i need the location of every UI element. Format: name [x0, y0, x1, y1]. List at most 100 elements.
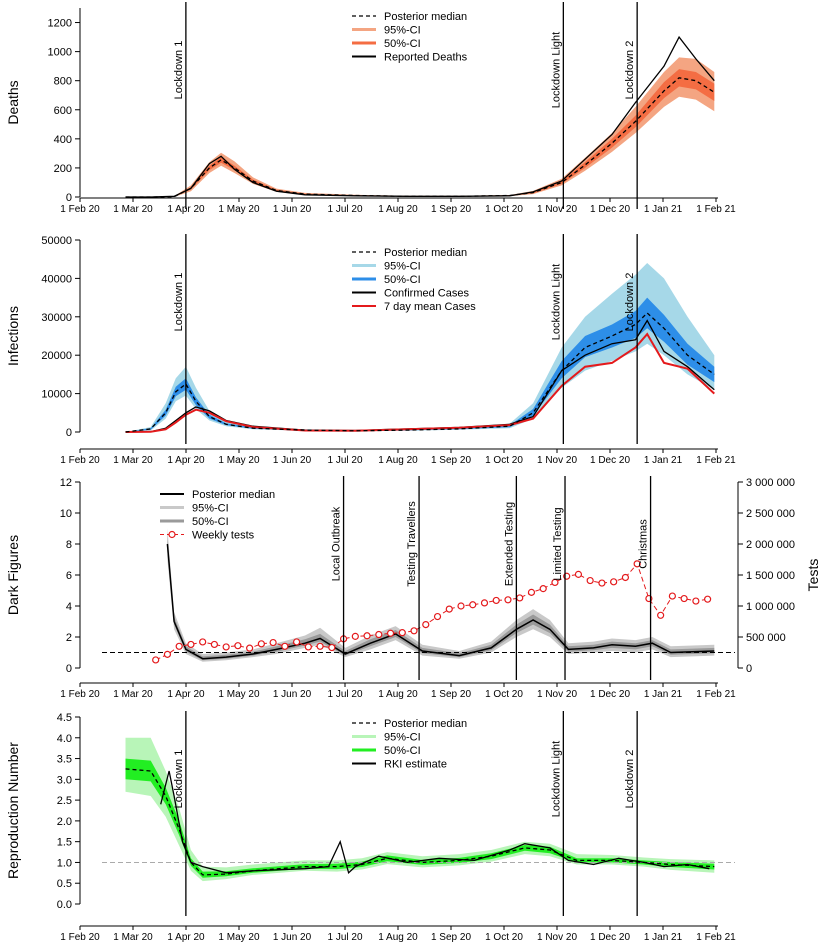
p1-y-tick-label: 0 [66, 192, 72, 204]
p4-event-label: Lockdown 2 [624, 750, 636, 809]
p2-x-tick-label: 1 Sep 20 [431, 455, 471, 466]
p1-event-label: Lockdown 2 [624, 41, 636, 100]
p3-weekly-tests-point [527, 588, 536, 596]
p3-weekly-tests-point [692, 597, 700, 605]
p3-x-tick-label: 1 Mar 20 [113, 689, 153, 700]
p3-y-tick-label: 8 [66, 539, 72, 551]
p3-x-tick-label: 1 Oct 20 [485, 689, 523, 700]
p3-weekly-tests-point [269, 638, 277, 647]
p3-y2-tick-label: 1 000 000 [746, 601, 795, 613]
p3-weekly-tests-point [469, 601, 477, 609]
p3-event-label: Testing Travellers [406, 501, 418, 587]
p3-x-tick-label: 1 Jul 20 [327, 689, 362, 700]
p3-weekly-tests-point [457, 602, 465, 610]
p3-x-tick-label: 1 May 20 [218, 689, 260, 700]
p3-x-tick-label: 1 Apr 20 [167, 689, 205, 700]
p2-x-tick-label: 1 Apr 20 [167, 455, 205, 466]
p3-weekly-tests-point [304, 643, 312, 651]
p3-weekly-tests-point [504, 596, 512, 604]
p1-y-tick-label: 1200 [48, 18, 72, 30]
p1-y-tick-label: 200 [54, 163, 72, 175]
p3-x-tick-label: 1 Feb 20 [60, 689, 100, 700]
p3-y-tick-label: 0 [66, 663, 72, 675]
p3-weekly-tests-point [246, 644, 254, 652]
p3-x-tick-label: 1 Aug 20 [378, 689, 418, 700]
p4-y-tick-label: 2.0 [57, 816, 72, 828]
p2-x-tick-label: 1 Nov 20 [537, 455, 577, 466]
p3-weekly-tests-point [586, 576, 594, 585]
p3-event-label: Extended Testing [503, 502, 515, 586]
p3-legend-label: 95%-CI [192, 503, 229, 515]
p4-x-tick-label: 1 Jul 20 [327, 932, 362, 942]
p3-y2-tick-label: 1 500 000 [746, 570, 795, 582]
p3-weekly-tests-point [680, 594, 688, 603]
p3-weekly-tests-point [175, 642, 183, 650]
p4-y-tick-label: 2.5 [57, 795, 72, 807]
p1-y-tick-label: 1000 [48, 47, 72, 59]
p2-legend-label: Confirmed Cases [384, 288, 469, 300]
p4-x-tick-label: 1 Jan 21 [644, 932, 683, 942]
p1-event-label: Lockdown 1 [173, 41, 185, 100]
p3-weekly-tests-point [516, 594, 524, 602]
p3-x-tick-label: 1 Feb 21 [696, 689, 736, 700]
p3-weekly-tests-point [293, 638, 301, 646]
p2-mean-cases-line [125, 332, 715, 433]
p3-event-label: Christmas [638, 519, 650, 569]
p1-legend-label: 95%-CI [384, 25, 421, 37]
p3-weekly-tests-point [222, 643, 230, 651]
p3-y2-axis-label: Tests [805, 559, 821, 592]
p1-legend-label: Reported Deaths [384, 52, 468, 64]
p1-x-tick-label: 1 Jun 20 [273, 204, 312, 215]
p3-weekly-tests-point [163, 650, 172, 658]
p1-y-tick-label: 400 [54, 134, 72, 146]
p4-y-tick-label: 0.5 [57, 878, 72, 890]
p3-x-tick-label: 1 Dec 20 [590, 689, 630, 700]
p1-event-label: Lockdown Light [550, 32, 562, 108]
p2-event-label: Lockdown Light [550, 264, 562, 340]
p2-legend-label: 95%-CI [384, 261, 421, 273]
p1-x-tick-label: 1 Oct 20 [485, 204, 523, 215]
p3-weekly-tests-point [574, 570, 583, 578]
p2-y-tick-label: 20000 [41, 350, 72, 362]
p3-legend-label: Weekly tests [192, 530, 255, 542]
p3-weekly-tests-point [351, 632, 359, 640]
p2-y-axis-label: Infections [5, 306, 21, 366]
p4-x-tick-label: 1 Dec 20 [590, 932, 630, 942]
p3-weekly-tests-point [234, 642, 242, 650]
p3-y2-tick-label: 2 000 000 [746, 539, 795, 551]
p3-weekly-tests-point [281, 642, 289, 650]
p3-weekly-tests-point [386, 629, 395, 637]
p1-x-tick-label: 1 Feb 21 [696, 204, 736, 215]
p4-y-tick-label: 1.5 [57, 837, 72, 849]
p4-legend-label: 50%-CI [384, 745, 421, 757]
p4-y-tick-label: 4.5 [57, 712, 72, 724]
p1-x-tick-label: 1 Nov 20 [537, 204, 577, 215]
p2-y-tick-label: 50000 [41, 235, 72, 247]
p3-y2-tick-label: 0 [746, 663, 752, 675]
p1-x-tick-label: 1 Dec 20 [590, 204, 630, 215]
p3-y2-tick-label: 3 000 000 [746, 477, 795, 489]
p3-weekly-tests-point [316, 642, 324, 650]
p3-weekly-tests-point [668, 592, 676, 600]
p1-legend-label: Posterior median [384, 11, 467, 23]
p2-posterior-median-line [125, 312, 715, 433]
p1-y-axis-label: Deaths [5, 80, 21, 124]
p2-x-tick-label: 1 Oct 20 [485, 455, 523, 466]
p2-legend-label: 50%-CI [384, 274, 421, 286]
p4-x-tick-label: 1 Feb 21 [696, 932, 736, 942]
p3-event-label: Local Outbreak [331, 506, 343, 581]
p4-x-tick-label: 1 May 20 [218, 932, 260, 942]
p3-ci95-band [167, 528, 715, 662]
p4-x-tick-label: 1 Feb 20 [60, 932, 100, 942]
p3-y-tick-label: 6 [66, 570, 72, 582]
p3-weekly-tests-point [445, 605, 453, 613]
p3-weekly-tests-point [328, 643, 336, 652]
p1-x-tick-label: 1 Aug 20 [378, 204, 418, 215]
p3-weekly-tests-point [633, 560, 641, 568]
p2-x-tick-label: 1 Jul 20 [327, 455, 362, 466]
p4-legend-label: Posterior median [384, 718, 467, 730]
p3-weekly-tests-point [433, 612, 442, 621]
p2-x-tick-label: 1 Feb 21 [696, 455, 736, 466]
p1-y-tick-label: 600 [54, 105, 72, 117]
